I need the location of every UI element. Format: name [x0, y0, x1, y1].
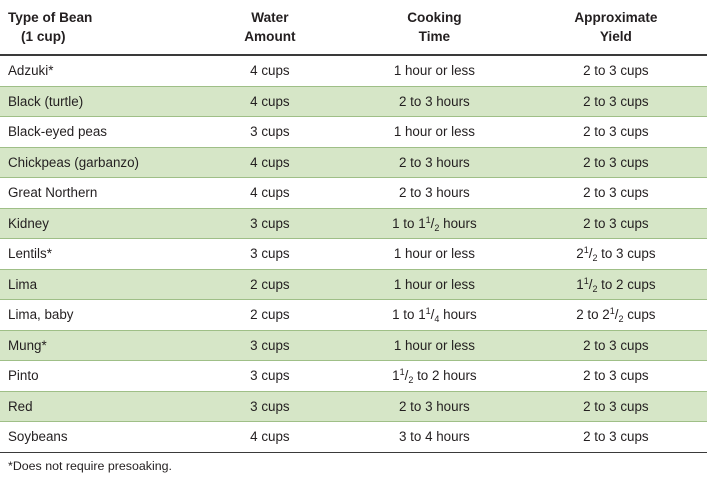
table-row: Great Northern 4 cups 2 to 3 hours 2 to 3 c…	[0, 177, 707, 209]
header-water-amount: Water Amount	[195, 0, 345, 56]
cooking-time-cell: 2 to 3 hours	[344, 86, 525, 117]
table-header-row: Type of Bean (1 cup) Water Amount Cookin…	[0, 0, 707, 56]
footnote: *Does not require presoaking.	[8, 459, 172, 473]
approximate-yield-cell: 2 to 21/2 cups	[524, 299, 707, 331]
approximate-yield-cell: 2 to 3 cups	[524, 116, 707, 148]
bean-name-cell: Lentils*	[0, 238, 196, 270]
table-row: Black (turtle) 4 cups 2 to 3 hours 2 to 3 c…	[0, 86, 707, 117]
cooking-time-cell: 1 hour or less	[344, 55, 525, 87]
bean-name-cell: Lima, baby	[0, 299, 196, 331]
header-cooking-time-line2: Time	[418, 29, 451, 44]
water-amount-cell: 3 cups	[195, 360, 345, 392]
header-water-amount-line1: Water	[251, 10, 289, 25]
water-amount-cell: 3 cups	[195, 208, 345, 239]
cooking-time-cell: 1 hour or less	[344, 238, 525, 270]
table-row: Red 3 cups 2 to 3 hours 2 to 3 cups	[0, 391, 707, 422]
table-row: Kidney 3 cups 1 to 11/2 hours 2 to 3 cups	[0, 208, 707, 239]
table-row: Mung* 3 cups 1 hour or less 2 to 3 cups	[0, 330, 707, 361]
water-amount-cell: 4 cups	[195, 147, 345, 178]
bean-name-cell: Chickpeas (garbanzo)	[0, 147, 196, 178]
header-cooking-time: Cooking Time	[344, 0, 525, 56]
header-type-of-bean-line2: (1 cup)	[21, 29, 66, 44]
cooking-time-cell: 1 hour or less	[344, 116, 525, 148]
cooking-time-cell: 1 hour or less	[344, 269, 525, 300]
cooking-time-cell: 3 to 4 hours	[344, 421, 525, 453]
table-row: Soybeans 4 cups 3 to 4 hours 2 to 3 cups	[0, 421, 707, 453]
approximate-yield-cell: 2 to 3 cups	[524, 86, 707, 117]
cooking-time-cell: 2 to 3 hours	[344, 147, 525, 178]
bean-name-cell: Black (turtle)	[0, 86, 196, 117]
cooking-time-cell: 2 to 3 hours	[344, 391, 525, 422]
bean-name-cell: Mung*	[0, 330, 196, 361]
water-amount-cell: 3 cups	[195, 391, 345, 422]
header-approximate-yield-line1: Approximate	[574, 10, 658, 25]
water-amount-cell: 4 cups	[195, 177, 345, 209]
header-approximate-yield-line2: Yield	[599, 29, 632, 44]
approximate-yield-cell: 21/2 to 3 cups	[524, 238, 707, 270]
bean-name-cell: Soybeans	[0, 421, 196, 453]
table-row: Lentils* 3 cups 1 hour or less 21/2 to 3 cu…	[0, 238, 707, 270]
approximate-yield-cell: 2 to 3 cups	[524, 55, 707, 87]
water-amount-cell: 4 cups	[195, 421, 345, 453]
cooking-time-cell: 1 to 11/4 hours	[344, 299, 525, 331]
water-amount-cell: 3 cups	[195, 330, 345, 361]
cooking-time-cell: 2 to 3 hours	[344, 177, 525, 209]
water-amount-cell: 4 cups	[195, 55, 345, 87]
header-approximate-yield: Approximate Yield	[524, 0, 707, 56]
bean-name-cell: Red	[0, 391, 196, 422]
cooking-time-cell: 1 hour or less	[344, 330, 525, 361]
approximate-yield-cell: 2 to 3 cups	[524, 177, 707, 209]
table-row: Lima 2 cups 1 hour or less 11/2 to 2 cups	[0, 269, 707, 300]
cooking-time-cell: 1 to 11/2 hours	[344, 208, 525, 239]
table-row: Pinto 3 cups 11/2 to 2 hours 2 to 3 cups	[0, 360, 707, 392]
approximate-yield-cell: 2 to 3 cups	[524, 208, 707, 239]
table-body: Adzuki* 4 cups 1 hour or less 2 to 3 cups Bl…	[0, 55, 707, 453]
bean-name-cell: Kidney	[0, 208, 196, 239]
approximate-yield-cell: 2 to 3 cups	[524, 147, 707, 178]
bean-name-cell: Lima	[0, 269, 196, 300]
water-amount-cell: 3 cups	[195, 238, 345, 270]
water-amount-cell: 2 cups	[195, 269, 345, 300]
bean-name-cell: Black-eyed peas	[0, 116, 196, 148]
table-row: Adzuki* 4 cups 1 hour or less 2 to 3 cups	[0, 55, 707, 87]
table-row: Chickpeas (garbanzo) 4 cups 2 to 3 hours 2 …	[0, 147, 707, 178]
header-water-amount-line2: Amount	[244, 29, 296, 44]
water-amount-cell: 4 cups	[195, 86, 345, 117]
bean-name-cell: Pinto	[0, 360, 196, 392]
bean-cooking-table: Type of Bean (1 cup) Water Amount Cookin…	[0, 0, 707, 453]
approximate-yield-cell: 2 to 3 cups	[524, 330, 707, 361]
approximate-yield-cell: 11/2 to 2 cups	[524, 269, 707, 300]
cooking-time-cell: 11/2 to 2 hours	[344, 360, 525, 392]
approximate-yield-cell: 2 to 3 cups	[524, 391, 707, 422]
bean-name-cell: Adzuki*	[0, 55, 196, 87]
table-row: Lima, baby 2 cups 1 to 11/4 hours 2 to 21/2…	[0, 299, 707, 331]
water-amount-cell: 3 cups	[195, 116, 345, 148]
table-row: Black-eyed peas 3 cups 1 hour or less 2 to …	[0, 116, 707, 148]
approximate-yield-cell: 2 to 3 cups	[524, 360, 707, 392]
header-type-of-bean-line1: Type of Bean	[8, 10, 93, 25]
approximate-yield-cell: 2 to 3 cups	[524, 421, 707, 453]
header-type-of-bean: Type of Bean (1 cup)	[0, 0, 196, 56]
water-amount-cell: 2 cups	[195, 299, 345, 331]
header-cooking-time-line1: Cooking	[407, 10, 462, 25]
bean-name-cell: Great Northern	[0, 177, 196, 209]
